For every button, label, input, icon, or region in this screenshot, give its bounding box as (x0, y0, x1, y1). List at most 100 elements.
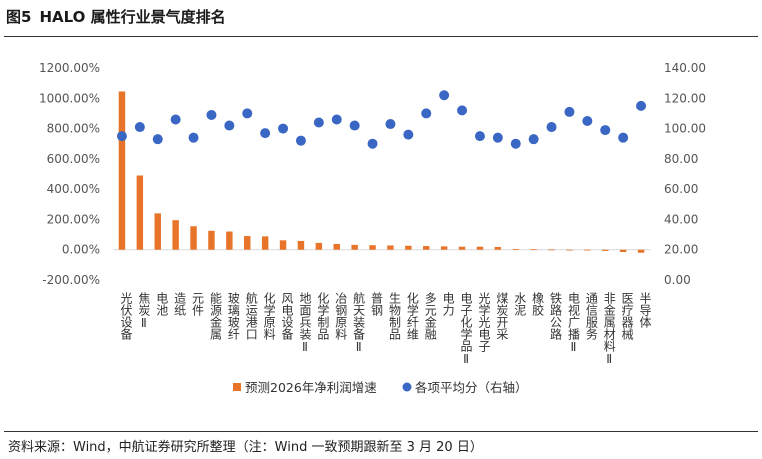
scatter-point (582, 116, 593, 126)
scatter-point (564, 106, 575, 117)
scatter-point (492, 132, 503, 143)
y-left-tick-label: 600.00% (47, 152, 100, 166)
scatter-point (170, 114, 181, 125)
x-category-label: 医疗器械 (620, 292, 634, 340)
y-right-tick-label: 60.00 (664, 182, 698, 196)
x-category-label: 化学制品 (316, 292, 330, 340)
bar (136, 175, 144, 250)
x-category-label: 能源金属 (208, 292, 222, 341)
y-right-tick-label: 140.00 (664, 61, 706, 75)
legend-dot-swatch (402, 382, 412, 392)
y-left-tick-label: -200.00% (42, 273, 100, 287)
y-right-tick-label: 100.00 (664, 122, 706, 136)
bar (566, 249, 573, 251)
bottom-rule (4, 431, 758, 432)
x-category-label: 煤炭开采 (495, 292, 509, 340)
bar (279, 240, 287, 250)
y-right-tick-label: 40.00 (664, 212, 698, 226)
scatter-point (510, 138, 521, 149)
scatter-point (528, 134, 539, 145)
scatter-point (260, 128, 271, 139)
x-category-label: 光学光电子 (477, 292, 491, 352)
scatter-point (331, 114, 342, 125)
scatter-point (313, 117, 324, 128)
x-category-label: 风电设备 (280, 292, 294, 341)
bar (297, 240, 305, 250)
y-left-tick-label: 0.00% (62, 243, 100, 257)
x-category-label: 化学原料 (262, 292, 276, 340)
x-category-label: 半导体 (638, 292, 652, 329)
x-category-label: 玻璃玻纤 (226, 292, 240, 340)
bar (602, 249, 609, 251)
x-category-label: 地面兵装Ⅱ (298, 292, 312, 354)
x-category-label: 多元金融 (423, 292, 437, 341)
scatter-point (600, 125, 611, 136)
x-category-label: 光伏设备 (119, 292, 133, 341)
source-note: 资料来源：Wind，中航证券研究所整理（注：Wind 一致预期跟新至 3 月 2… (8, 440, 483, 455)
legend-bar-swatch (233, 383, 241, 391)
bar (584, 249, 591, 251)
legend-dot-label: 各项平均分（右轴） (415, 380, 528, 395)
bar (190, 226, 197, 250)
bar (494, 246, 502, 250)
bar (530, 249, 537, 251)
scatter-point (367, 138, 378, 149)
figure-title: 图5 HALO 属性行业景气度排名 (6, 6, 234, 27)
y-right-tick-label: 120.00 (664, 91, 706, 105)
y-right-tick-label: 20.00 (664, 243, 698, 257)
x-category-label: 电视广播Ⅱ (566, 292, 580, 354)
y-left-tick-label: 1200.00% (39, 61, 100, 75)
scatter-point (116, 131, 127, 142)
x-category-label: 造纸 (173, 292, 187, 317)
x-category-label: 橡胶 (531, 292, 545, 317)
bar (423, 246, 430, 250)
scatter-point (242, 108, 253, 119)
scatter-point (134, 122, 145, 133)
bar (637, 249, 645, 253)
y-right-tick-label: 80.00 (664, 152, 698, 166)
bar (387, 245, 394, 250)
top-rule (4, 36, 758, 37)
bar (208, 230, 215, 250)
figure-title-text: HALO 属性行业景气度排名 (39, 8, 226, 26)
bar (154, 213, 161, 250)
x-category-label: 电力 (441, 292, 455, 317)
y-left-tick-label: 800.00% (47, 122, 100, 136)
bar (244, 236, 251, 250)
bar (619, 249, 627, 252)
x-category-label: 焦炭Ⅱ (137, 292, 151, 330)
x-category-label: 铁路公路 (549, 292, 563, 341)
bar (172, 220, 179, 250)
scatter-point (188, 132, 199, 143)
y-right-tick-label: 0.00 (664, 273, 691, 287)
bar (458, 246, 466, 250)
scatter-point (403, 129, 414, 140)
legend-bar-label: 预测2026年净利润增速 (245, 380, 377, 395)
bar (405, 245, 412, 250)
bar (476, 246, 484, 250)
x-category-label: 化学纤维 (405, 292, 419, 340)
x-category-label: 普钢 (370, 292, 384, 316)
scatter-point (636, 100, 647, 111)
scatter-point (278, 123, 289, 134)
scatter-point (385, 119, 396, 130)
scatter-point (457, 105, 468, 116)
scatter-point (618, 132, 629, 143)
scatter-point (152, 134, 163, 145)
x-category-label: 通信服务 (584, 292, 598, 340)
y-left-tick-label: 400.00% (47, 182, 100, 196)
bar (333, 243, 340, 250)
bar (118, 91, 126, 250)
scatter-point (474, 131, 485, 142)
y-left-tick-label: 200.00% (47, 212, 100, 226)
x-category-label: 冶钢原料 (334, 292, 348, 340)
x-category-label: 电子化学品Ⅱ (459, 292, 473, 366)
bar (440, 246, 448, 250)
scatter-point (421, 108, 432, 119)
bar (226, 231, 233, 250)
x-category-label: 航运港口 (244, 291, 258, 340)
figure-number: 图5 (6, 8, 32, 26)
bar (351, 244, 358, 250)
x-category-label: 元件 (191, 292, 205, 316)
